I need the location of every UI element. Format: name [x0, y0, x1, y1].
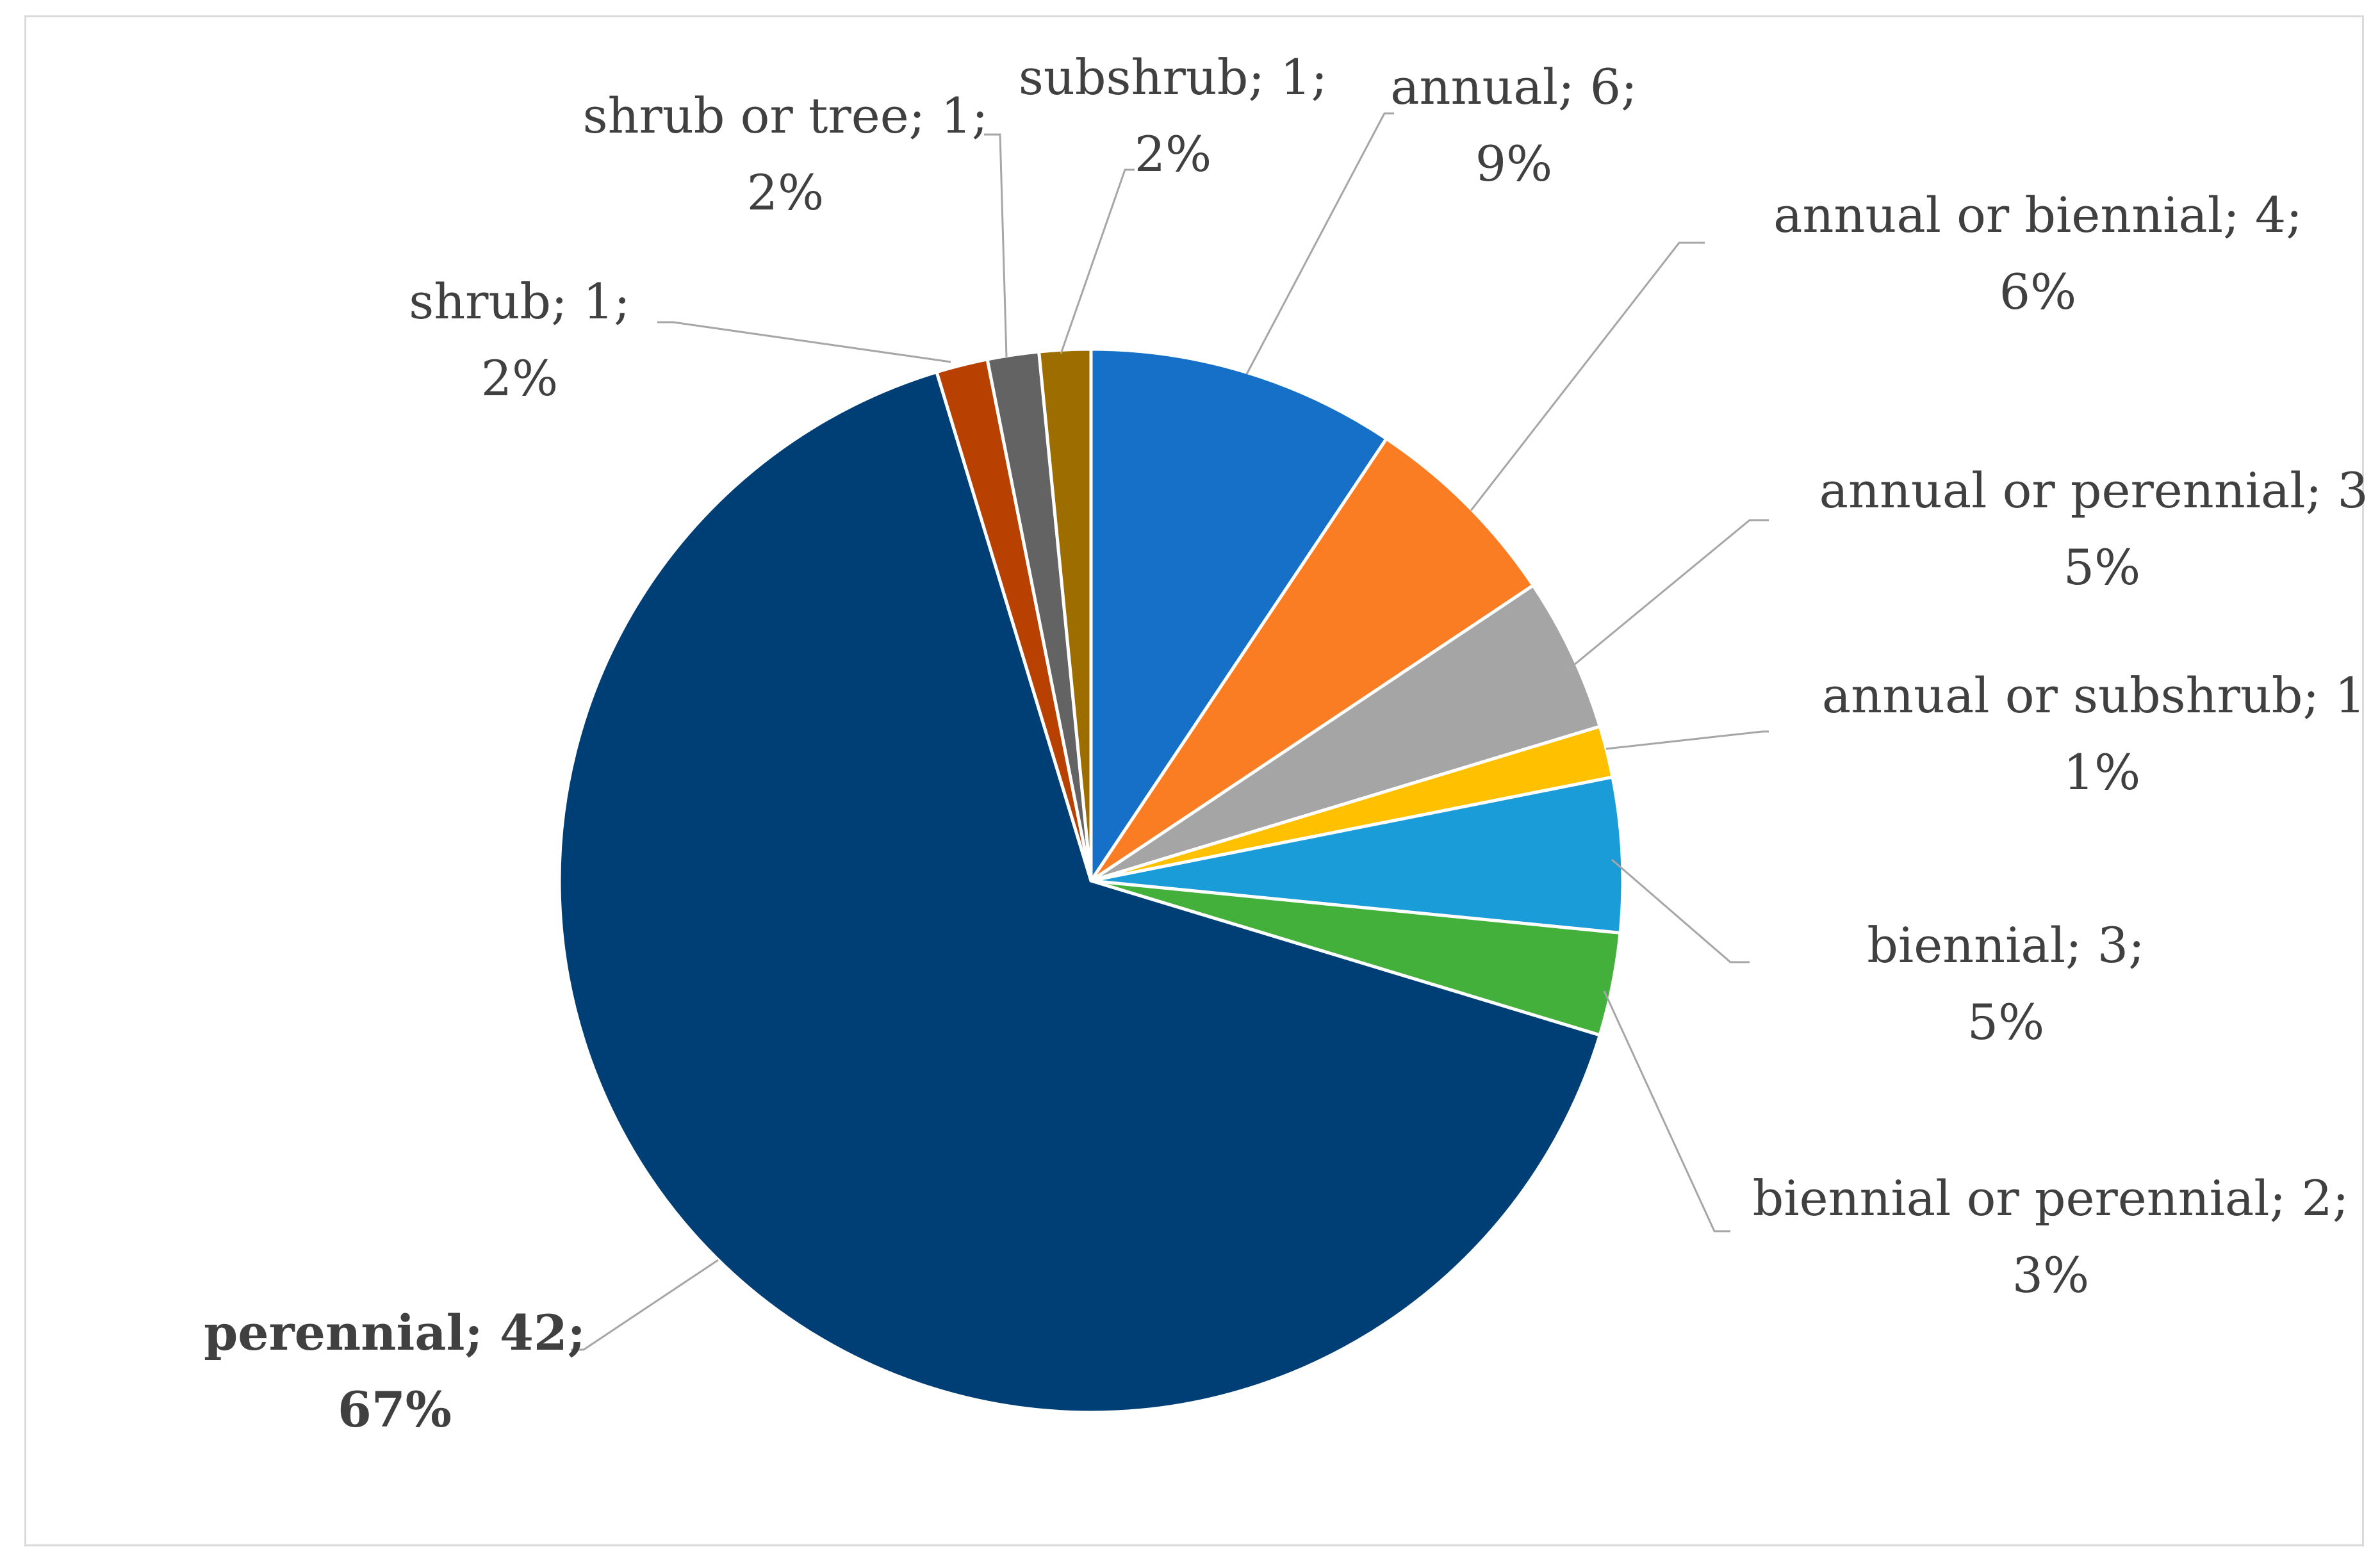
data-label-line2: 67% — [338, 1381, 452, 1438]
leader-line-annual-or-biennial — [1470, 241, 1705, 511]
data-label-line1: perennial; 42; — [204, 1304, 586, 1361]
data-label-annual-or-biennial: annual or biennial; 4; 6% — [1773, 186, 2302, 320]
pie-slices — [557, 347, 1625, 1414]
data-label-line2: 5% — [2064, 539, 2141, 596]
data-label-line2: 2% — [747, 164, 825, 221]
data-label-line1: biennial or perennial; 2; — [1753, 1170, 2349, 1227]
pie-slice-annual — [1089, 347, 1388, 883]
data-label-line1: subshrub; 1; — [1019, 49, 1327, 106]
leader-line-annual — [1245, 112, 1394, 375]
leader-line-annual-or-perennial — [1566, 519, 1769, 672]
leader-line-subshrub — [1060, 168, 1135, 354]
data-label-subshrub: subshrub; 1; 2% — [1019, 49, 1327, 183]
chart-frame: annual; 6; 9% annual or biennial; 4; 6% annu… — [24, 15, 2366, 1546]
data-label-annual-or-subshrub: annual or subshrub; 1; 1% — [1822, 667, 2366, 801]
data-label-biennial-or-perennial: biennial or perennial; 2; 3% — [1753, 1170, 2349, 1304]
pie-slice-annual-or-perennial — [1089, 584, 1602, 883]
data-label-line2: 6% — [1999, 263, 2077, 320]
pie-chart: annual; 6; 9%annual or biennial; 4; 6%annu… — [204, 49, 2366, 1438]
leader-line-shrub-or-tree — [984, 133, 1008, 357]
leader-line-shrub — [657, 321, 951, 363]
leader-lines — [571, 112, 1769, 1351]
data-label-annual-or-perennial: annual or perennial; 3; 5% — [1819, 462, 2366, 596]
data-label-biennial: biennial; 3; 5% — [1867, 917, 2144, 1051]
leader-line-perennial — [571, 1259, 719, 1351]
data-label-line1: annual or biennial; 4; — [1773, 186, 2302, 243]
data-label-line2: 2% — [481, 350, 559, 407]
data-label-line2: 1% — [2064, 744, 2141, 801]
data-label-line1: biennial; 3; — [1867, 917, 2144, 974]
data-label-line1: annual or perennial; 3; — [1819, 462, 2366, 519]
data-label-shrub: shrub; 1; 2% — [409, 273, 630, 407]
data-label-annual: annual; 6; 9% — [1390, 58, 1637, 192]
pie-slice-perennial — [557, 370, 1602, 1414]
data-label-line1: annual or subshrub; 1; — [1822, 667, 2366, 724]
pie-slice-biennial — [1089, 775, 1625, 935]
data-labels: annual; 6; 9%annual or biennial; 4; 6%annu… — [204, 49, 2366, 1438]
data-label-line2: 9% — [1475, 135, 1553, 192]
pie-slice-subshrub — [1037, 347, 1093, 883]
data-label-line1: shrub or tree; 1; — [583, 87, 989, 144]
data-label-line1: annual; 6; — [1390, 58, 1637, 115]
leader-line-biennial-or-perennial — [1603, 990, 1730, 1232]
data-label-perennial: perennial; 42; 67% — [204, 1304, 586, 1438]
data-label-line2: 2% — [1135, 126, 1212, 183]
leader-line-biennial — [1611, 858, 1750, 963]
pie-slice-annual-or-biennial — [1089, 437, 1535, 883]
leader-line-annual-or-subshrub — [1605, 730, 1769, 750]
data-label-line2: 5% — [1967, 994, 2045, 1051]
data-label-line1: shrub; 1; — [409, 273, 630, 330]
data-label-line2: 3% — [2012, 1247, 2090, 1304]
data-label-shrub-or-tree: shrub or tree; 1; 2% — [583, 87, 989, 221]
